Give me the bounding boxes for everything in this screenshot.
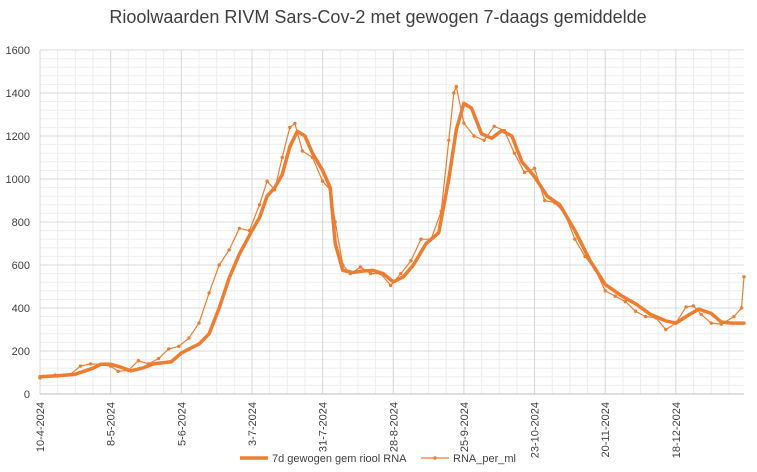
y-tick-label: 1600 (6, 45, 30, 57)
x-tick-label: 25-9-2024 (459, 402, 471, 452)
data-point-rna-per-ml (88, 362, 93, 366)
y-tick-label: 0 (24, 389, 30, 401)
data-point-rna-per-ml (257, 203, 262, 207)
axes: 0 200 400 600 800 1000 1200 1400 1600 10-4-2024 8-… (6, 45, 744, 458)
data-point-rna-per-ml (389, 283, 393, 288)
data-point-rna-per-ml (623, 299, 628, 304)
data-point-rna-per-ml (452, 91, 456, 95)
data-point-rna-per-ml (78, 364, 83, 368)
data-point-rna-per-ml (462, 121, 466, 125)
data-point-rna-per-ml (603, 289, 607, 293)
y-tick-label: 1400 (6, 88, 30, 100)
y-tick-label: 1000 (6, 174, 30, 186)
data-point-rna-per-ml (358, 265, 363, 269)
data-point-rna-per-ml (197, 321, 201, 325)
data-point-rna-per-ml (492, 124, 496, 128)
data-point-rna-per-ml (265, 179, 269, 183)
data-point-rna-per-ml (732, 314, 736, 319)
series-layer (38, 84, 746, 380)
data-point-rna-per-ml (512, 151, 517, 155)
x-tick-label: 8-5-2024 (106, 402, 118, 446)
data-point-rna-per-ml (207, 291, 211, 295)
x-tick-label: 3-7-2024 (247, 402, 259, 446)
data-point-rna-per-ml (156, 356, 161, 361)
data-point-rna-per-ml (227, 248, 231, 252)
y-tick-label: 200 (12, 346, 30, 358)
x-tick-label: 28-8-2024 (388, 402, 400, 452)
data-point-rna-per-ml (217, 263, 221, 267)
data-point-rna-per-ml (177, 344, 181, 348)
data-point-rna-per-ml (167, 347, 171, 351)
data-point-rna-per-ml (237, 226, 241, 231)
data-point-rna-per-ml (472, 134, 476, 138)
legend: 7d gewogen gem riool RNA RNA_per_ml (240, 453, 516, 465)
data-point-rna-per-ml (320, 179, 325, 183)
grid (39, 49, 744, 395)
data-point-rna-per-ml (419, 237, 423, 241)
y-tick-label: 1200 (6, 131, 30, 143)
y-tick-label: 800 (12, 217, 30, 229)
data-point-rna-per-ml (300, 149, 305, 153)
x-tick-label: 18-12-2024 (671, 402, 683, 458)
x-tick-label: 10-4-2024 (35, 402, 47, 452)
data-point-rna-per-ml (691, 304, 696, 308)
data-point-rna-per-ml (136, 359, 141, 363)
y-tick-label: 600 (12, 260, 30, 272)
data-point-rna-per-ml (399, 271, 403, 276)
data-point-rna-per-ml (709, 321, 713, 325)
data-point-rna-per-ml (368, 271, 373, 276)
data-point-rna-per-ml (280, 155, 284, 160)
x-tick-label: 20-11-2024 (600, 402, 612, 457)
data-point-rna-per-ml (482, 138, 486, 142)
data-point-rna-per-ml (293, 121, 297, 126)
chart-title: Rioolwaarden RIVM Sars-Cov-2 met gewogen… (109, 7, 646, 27)
data-point-rna-per-ml (739, 306, 744, 310)
x-tick-label: 23-10-2024 (530, 402, 542, 458)
data-point-rna-per-ml (288, 125, 292, 130)
legend-label-7d-gewogen: 7d gewogen gem riool RNA (272, 453, 407, 465)
data-point-rna-per-ml (613, 294, 617, 298)
data-point-rna-per-ml (187, 336, 191, 340)
legend-label-rna-per-ml: RNA_per_ml (453, 453, 516, 465)
data-point-rna-per-ml (684, 305, 688, 309)
data-point-rna-per-ml (532, 166, 537, 170)
data-point-rna-per-ml (447, 138, 451, 142)
data-point-rna-per-ml (522, 170, 527, 175)
x-tick-label: 5-6-2024 (176, 402, 188, 446)
data-point-rna-per-ml (116, 369, 120, 374)
legend-marker-rna-per-ml (433, 456, 437, 460)
data-point-rna-per-ml (699, 312, 703, 317)
data-point-rna-per-ml (573, 237, 577, 241)
x-tick-label: 31-7-2024 (318, 402, 330, 452)
data-point-rna-per-ml (664, 327, 668, 332)
data-point-rna-per-ml (643, 314, 648, 319)
data-point-rna-per-ml (633, 309, 638, 313)
y-tick-label: 400 (12, 303, 30, 315)
data-point-rna-per-ml (454, 84, 458, 89)
data-point-rna-per-ml (742, 275, 746, 279)
data-point-rna-per-ml (543, 198, 547, 203)
series-line-7d-gewogen (38, 101, 746, 379)
data-point-rna-per-ml (409, 259, 413, 263)
